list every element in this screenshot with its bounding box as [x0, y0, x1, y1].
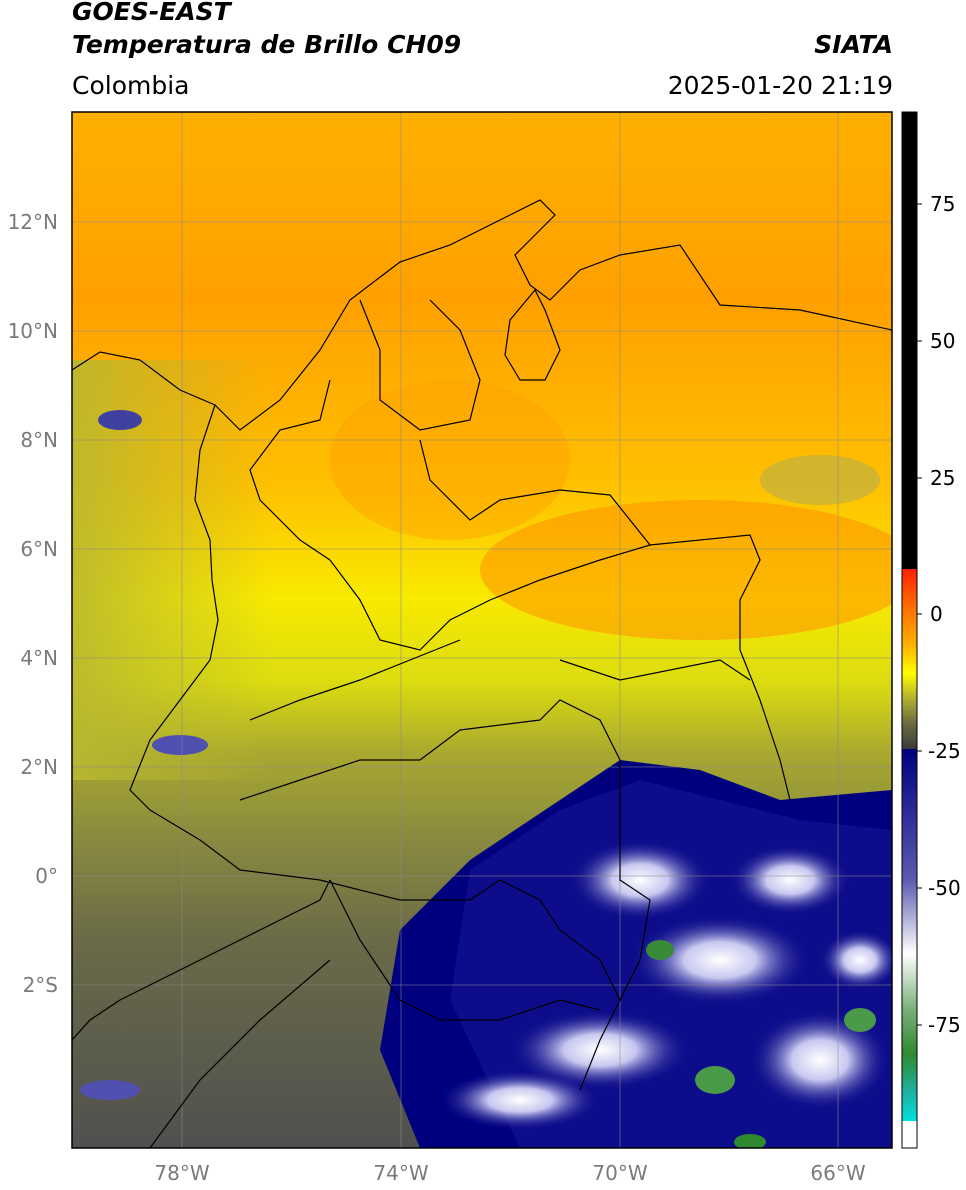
latitude-labels: 12°N 10°N 8°N 6°N 4°N 2°N 0° 2°S	[8, 210, 58, 997]
lat-label: 10°N	[8, 319, 58, 343]
colorbar-tick-label: 25	[930, 466, 955, 490]
map-frame	[71, 111, 893, 1149]
colorbar-warm-segment	[902, 569, 917, 749]
lat-label: 8°N	[20, 428, 58, 452]
colorbar-tick-label: 0	[930, 602, 943, 626]
colorbar-tick-label: -50	[928, 876, 961, 900]
brightness-temperature-field	[72, 112, 892, 1148]
agency-label: SIATA	[814, 30, 893, 59]
datetime-label: 2025-01-20 21:19	[667, 71, 893, 100]
lat-label: 4°N	[20, 646, 58, 670]
lon-label: 78°W	[154, 1161, 209, 1185]
satellite-title: GOES-EAST	[72, 0, 231, 26]
product-title: Temperatura de Brillo CH09	[72, 30, 462, 59]
colorbar-frame	[901, 111, 918, 1149]
colorbar: 75 50 25 0 -25 -50 -75	[901, 111, 961, 1149]
colorbar-white-segment	[902, 1121, 917, 1148]
lat-label: 2°N	[20, 755, 58, 779]
colorbar-tick-label: 50	[930, 329, 955, 353]
colorbar-cold-segment	[902, 749, 917, 1121]
lon-label: 66°W	[810, 1161, 865, 1185]
lon-label: 74°W	[373, 1161, 428, 1185]
graticule	[72, 112, 892, 1148]
longitude-labels: 78°W 74°W 70°W 66°W	[154, 1161, 865, 1185]
coastlines-and-borders	[72, 199, 892, 1148]
colorbar-black-segment	[902, 112, 917, 569]
lat-label: 6°N	[20, 537, 58, 561]
colorbar-tick-label: -25	[928, 739, 961, 763]
lat-label: 0°	[35, 864, 58, 888]
lon-label: 70°W	[592, 1161, 647, 1185]
lat-label: 12°N	[8, 210, 58, 234]
lat-label: 2°S	[23, 973, 58, 997]
colorbar-tick-label: -75	[928, 1013, 961, 1037]
region-label: Colombia	[72, 71, 190, 100]
colorbar-tick-label: 75	[930, 192, 955, 216]
